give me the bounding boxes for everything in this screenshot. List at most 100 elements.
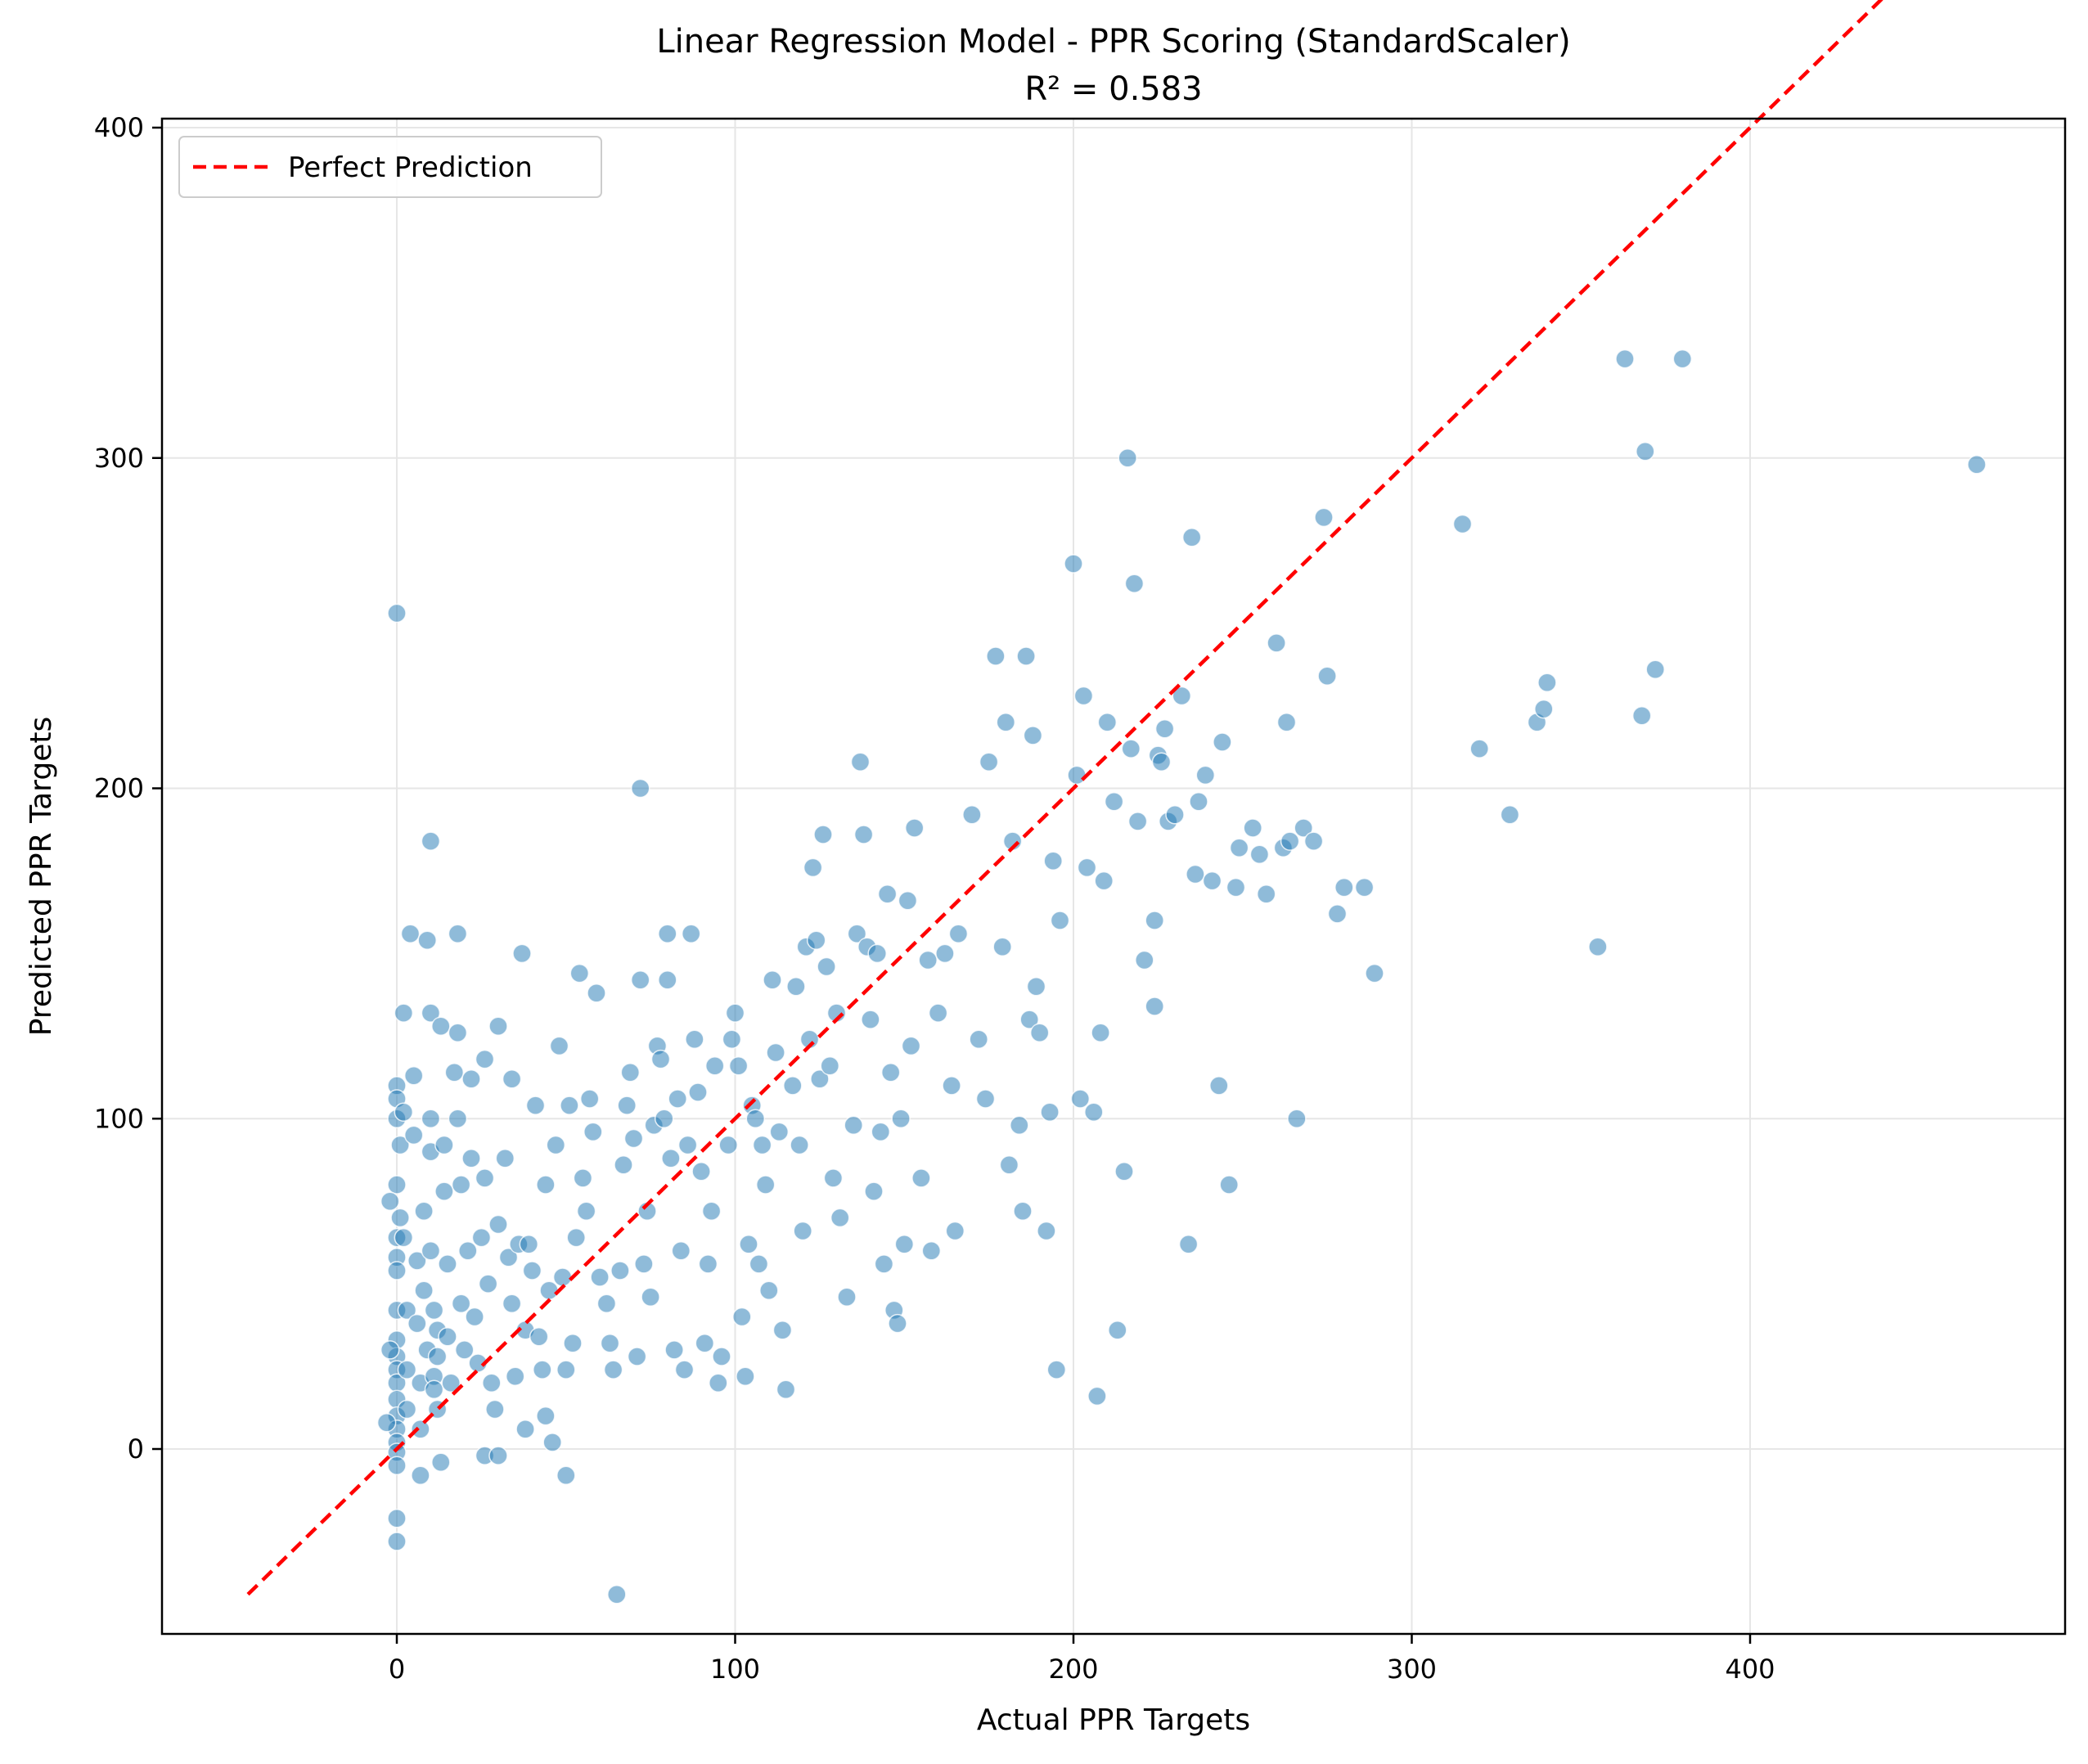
x-tick-label: 100 <box>710 1654 760 1685</box>
data-point <box>1013 1201 1033 1222</box>
data-point <box>634 1254 654 1274</box>
data-point <box>421 1003 441 1023</box>
data-point <box>783 1076 803 1096</box>
data-point <box>546 1135 566 1155</box>
data-point <box>475 1049 495 1069</box>
data-point <box>566 1227 586 1248</box>
data-point <box>1189 791 1208 812</box>
data-point <box>448 1109 468 1129</box>
data-point <box>1365 963 1384 983</box>
data-point <box>1267 633 1286 653</box>
data-point <box>704 1055 725 1076</box>
data-point <box>1108 1320 1127 1340</box>
data-point <box>1145 911 1164 930</box>
data-point <box>701 1201 722 1222</box>
data-point <box>1121 739 1141 758</box>
data-point <box>1087 1386 1107 1406</box>
data-point <box>1094 871 1114 891</box>
data-point <box>536 1406 556 1426</box>
data-point <box>407 1313 427 1334</box>
data-point <box>901 1036 921 1056</box>
data-point <box>502 1069 522 1089</box>
data-point <box>945 1221 965 1241</box>
plot-area <box>162 119 2065 1634</box>
data-point <box>1016 646 1036 666</box>
data-point <box>1026 977 1046 997</box>
data-point <box>434 1181 454 1201</box>
data-point <box>448 924 468 943</box>
y-axis-ticks: 0 100 200 300 400 <box>94 112 162 1465</box>
data-point <box>623 1128 644 1149</box>
data-point <box>681 924 701 943</box>
data-point <box>488 1016 508 1036</box>
data-point <box>661 1148 681 1168</box>
data-point <box>1195 765 1216 785</box>
legend: Perfect Prediction <box>178 136 602 198</box>
data-point <box>451 1175 471 1195</box>
data-point <box>1050 911 1070 930</box>
data-point <box>641 1287 660 1307</box>
data-point <box>465 1307 484 1327</box>
data-point <box>712 1347 731 1366</box>
data-point <box>837 1287 857 1307</box>
data-point <box>654 1109 674 1129</box>
data-point <box>1070 1089 1091 1109</box>
data-point <box>732 1307 752 1327</box>
chart-subtitle: R² = 0.583 <box>1024 70 1202 108</box>
data-point <box>813 825 833 844</box>
data-point <box>421 1241 441 1261</box>
plot-frame <box>160 117 2067 1636</box>
data-point <box>1645 659 1665 679</box>
data-point <box>1615 349 1635 369</box>
data-point <box>552 1267 573 1287</box>
data-point <box>1145 997 1164 1016</box>
data-point <box>610 1261 630 1280</box>
data-point <box>962 805 982 825</box>
data-point <box>996 713 1016 732</box>
data-point <box>668 1089 687 1109</box>
data-point <box>424 1300 444 1321</box>
data-point <box>533 1360 552 1379</box>
data-point <box>1256 884 1276 904</box>
data-point <box>441 1373 461 1393</box>
data-point <box>482 1373 502 1393</box>
data-point <box>1104 791 1124 812</box>
data-point <box>853 825 874 844</box>
data-point <box>394 1003 414 1023</box>
data-point <box>911 1168 931 1188</box>
data-point <box>803 857 823 878</box>
data-point <box>1135 950 1154 970</box>
data-point <box>979 752 999 772</box>
data-point <box>709 1373 728 1393</box>
data-point <box>421 1109 441 1129</box>
data-point <box>894 1234 915 1254</box>
data-point <box>512 943 532 964</box>
data-point <box>421 831 441 851</box>
data-point <box>614 1155 633 1175</box>
data-point <box>556 1465 576 1486</box>
data-point <box>539 1280 559 1300</box>
data-point <box>1010 1115 1029 1136</box>
data-point <box>1172 686 1192 706</box>
data-point <box>880 1062 901 1082</box>
data-point <box>969 1029 988 1050</box>
data-point <box>1249 844 1270 865</box>
data-point <box>536 1175 556 1195</box>
data-point <box>376 1412 397 1433</box>
data-point <box>755 1175 776 1195</box>
data-point <box>1067 765 1087 785</box>
data-point <box>478 1274 498 1294</box>
data-point <box>776 1379 796 1400</box>
data-point <box>485 1399 505 1420</box>
data-point <box>434 1135 454 1155</box>
data-point <box>1469 739 1489 758</box>
data-point <box>691 1162 711 1181</box>
data-point <box>749 1254 769 1274</box>
data-point <box>380 1191 400 1211</box>
data-point <box>444 1062 465 1082</box>
data-point <box>587 983 606 1003</box>
data-point <box>1280 831 1300 851</box>
data-point <box>397 1300 417 1321</box>
data-point <box>725 1003 745 1023</box>
